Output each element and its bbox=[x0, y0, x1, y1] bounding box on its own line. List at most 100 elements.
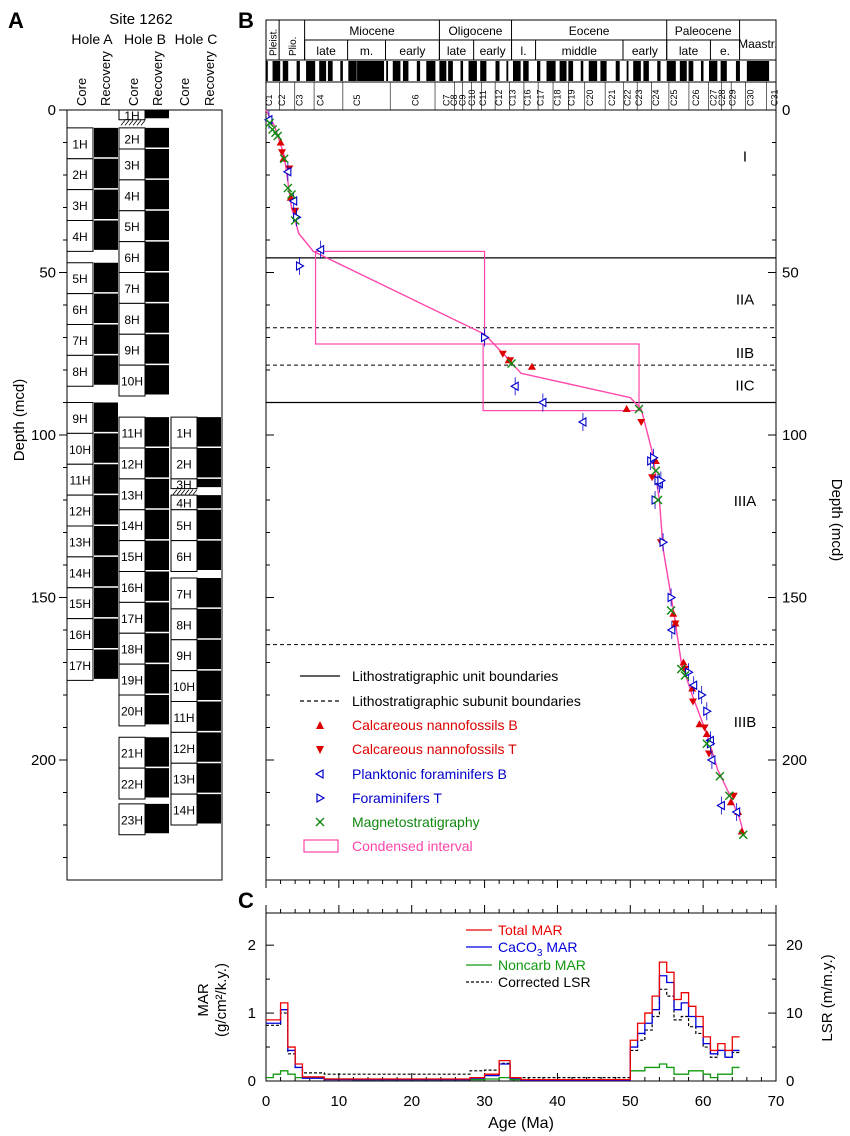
recovery-bar bbox=[94, 495, 118, 525]
recovery-bar bbox=[197, 578, 221, 608]
recovery-bar bbox=[94, 402, 118, 432]
panel-a: Site 1262 Hole A Hole B Hole C Core Reco… bbox=[11, 11, 223, 881]
core-label: 7H bbox=[176, 587, 191, 601]
legend-foram-t-marker bbox=[316, 792, 326, 804]
legend-nanno-b-label: Calcareous nannofossils B bbox=[352, 717, 518, 733]
chron-label: C16 bbox=[523, 89, 533, 106]
unit-label: IIIB bbox=[734, 714, 757, 731]
mar-series bbox=[266, 961, 740, 1081]
core-box bbox=[118, 148, 146, 181]
epoch-label: Miocene bbox=[349, 24, 395, 38]
core-label: 22H bbox=[121, 778, 143, 792]
subepoch-label: early bbox=[632, 44, 658, 58]
recovery-bar bbox=[145, 737, 169, 767]
chron-label: C7 bbox=[442, 94, 452, 106]
legend-dashed-label: Lithostratigraphic subunit boundaries bbox=[352, 693, 581, 709]
nannofossil-t-marker bbox=[637, 419, 646, 426]
depth-tick-label: 0 bbox=[48, 102, 56, 119]
lsr-tick-label: 10 bbox=[786, 1005, 803, 1022]
panel-b: Pleist. Plio. Miocene Oligocene Eocene Paleoc… bbox=[263, 19, 845, 881]
col-core-a: Core bbox=[74, 78, 89, 106]
recovery-bar bbox=[145, 127, 169, 148]
subepoch-label: early bbox=[399, 44, 425, 58]
chron-label: C11 bbox=[478, 90, 488, 106]
nannofossil-b-marker bbox=[527, 362, 536, 370]
legend-condensed-label: Condensed interval bbox=[352, 838, 473, 854]
nannofossil-b-marker bbox=[726, 798, 735, 806]
recovery-bar bbox=[145, 602, 169, 632]
mar-axis-left: 0 1 2 bbox=[248, 937, 274, 1090]
age-tick-label: 10 bbox=[331, 1093, 348, 1110]
age-tick-label: 30 bbox=[476, 1093, 493, 1110]
legend-total-label: Total MAR bbox=[498, 922, 563, 938]
recovery-bar bbox=[145, 509, 169, 540]
recovery-bar bbox=[197, 732, 221, 762]
age-tick-label: 60 bbox=[695, 1093, 712, 1110]
panel-c: 0 1 2 0 10 20 0 10 20 30 40 50 60 70 MAR (g/cm²/k.y… bbox=[195, 880, 836, 1132]
core-label: 1H bbox=[72, 137, 87, 151]
recovery-bar bbox=[145, 695, 169, 725]
core-label: 8H bbox=[72, 365, 87, 379]
foraminifer-b-marker bbox=[716, 800, 725, 811]
core-label: 3H bbox=[176, 478, 191, 492]
magnetostratigraphy-marker bbox=[653, 495, 663, 505]
recovery-bar bbox=[94, 127, 118, 158]
core-box bbox=[170, 509, 198, 542]
core-label: 11H bbox=[121, 427, 142, 441]
recovery-bar bbox=[197, 608, 221, 639]
timescale-header: Pleist. Plio. Miocene Oligocene Eocene Paleoc… bbox=[264, 19, 780, 111]
nannofossil-t-marker bbox=[671, 620, 680, 628]
chron-label: C20 bbox=[585, 89, 595, 106]
depth-tick-label: 200 bbox=[782, 752, 807, 769]
subepoch-label: late bbox=[316, 44, 336, 58]
core-box bbox=[66, 494, 94, 527]
core-label: 16H bbox=[69, 628, 91, 642]
core-label: 14H bbox=[121, 519, 143, 533]
foraminifer-t-marker bbox=[657, 475, 666, 486]
age-tick-label: 50 bbox=[622, 1093, 639, 1110]
panel-c-frame bbox=[265, 912, 777, 1082]
core-label: 8H bbox=[124, 313, 139, 327]
nannofossil-t-marker bbox=[291, 207, 300, 215]
recovery-bar bbox=[145, 448, 169, 478]
depth-axis-label-left: Depth (mcd) bbox=[11, 379, 28, 462]
datum-markers bbox=[263, 110, 748, 840]
chron-label: C21 bbox=[607, 89, 617, 106]
core-box bbox=[66, 463, 94, 496]
nannofossil-t-marker bbox=[700, 724, 709, 732]
depth-tick-label: 50 bbox=[782, 265, 799, 282]
legend-nanno-b-marker bbox=[316, 721, 324, 729]
magnetostratigraphy-marker bbox=[715, 771, 725, 781]
core-box bbox=[118, 241, 146, 273]
core-box bbox=[118, 478, 146, 511]
foraminifer-t-marker bbox=[295, 261, 305, 271]
recovery-bar bbox=[94, 355, 118, 385]
recovery-bar bbox=[145, 768, 169, 798]
foraminifer-b-marker bbox=[706, 755, 716, 765]
caco3-mar-line bbox=[266, 975, 740, 1081]
foraminifer-t-marker bbox=[698, 690, 707, 700]
chron-label: C31 bbox=[770, 89, 780, 106]
legend-nanno-t-label: Calcareous nannofossils T bbox=[352, 741, 517, 757]
age-tick-label: 0 bbox=[262, 1093, 270, 1110]
legend-foram-t-label: Foraminifers T bbox=[352, 790, 442, 806]
lsr-tick-label: 0 bbox=[786, 1073, 794, 1090]
recovery-bar bbox=[145, 571, 169, 601]
core-box bbox=[66, 587, 94, 620]
core-label: 9H bbox=[72, 412, 87, 426]
legend-condensed-marker bbox=[303, 839, 339, 853]
recovery-bar bbox=[145, 210, 169, 241]
recovery-bar bbox=[94, 293, 118, 323]
magnetostratigraphy-marker bbox=[279, 154, 289, 164]
age-tick-label: 40 bbox=[549, 1093, 566, 1110]
core-label: 16H bbox=[121, 581, 143, 595]
subepoch-label: late bbox=[447, 44, 467, 58]
subepoch-label: m. bbox=[360, 44, 373, 58]
age-axis-between bbox=[265, 880, 777, 913]
recovery-bar bbox=[94, 556, 118, 587]
core-box bbox=[66, 649, 94, 681]
magnetostratigraphy-marker bbox=[634, 404, 644, 414]
core-label: 5H bbox=[124, 220, 139, 234]
unit-label: IIC bbox=[735, 378, 754, 395]
mar-ylabel-2: (g/cm²/k.y.) bbox=[213, 963, 230, 1037]
